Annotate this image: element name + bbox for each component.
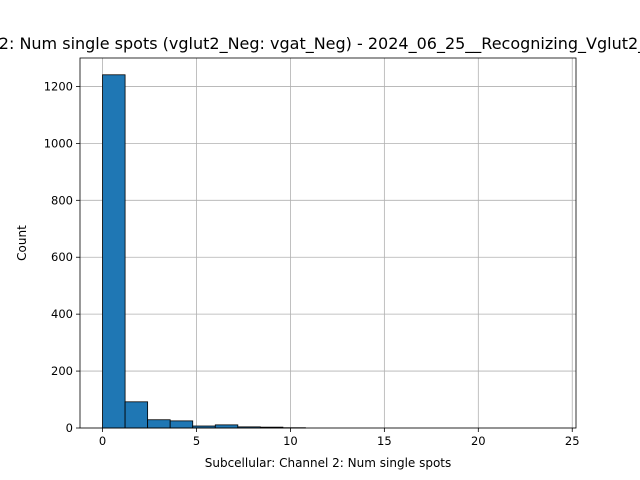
histogram-bar — [124, 401, 149, 429]
chart-title: Channel 2: Num single spots (vglut2_Neg:… — [0, 34, 640, 54]
plot-frame — [79, 57, 577, 429]
y-tick-label: 0 — [66, 421, 73, 435]
histogram-bars — [102, 74, 306, 429]
y-tick-label: 800 — [51, 193, 73, 207]
y-axis-ticks: 0 200 400 600 800 1000 1200 — [44, 79, 80, 435]
x-tick-label: 0 — [99, 434, 106, 448]
x-tick-label: 10 — [283, 434, 298, 448]
y-tick-label: 1000 — [44, 136, 73, 150]
y-tick-label: 1200 — [44, 79, 73, 93]
y-tick-label: 200 — [51, 364, 73, 378]
histogram-bar — [102, 74, 126, 429]
histogram-bar — [214, 424, 239, 429]
x-tick-label: 25 — [565, 434, 580, 448]
histogram-bar — [147, 419, 171, 429]
x-axis-label: Subcellular: Channel 2: Num single spots — [205, 456, 452, 470]
x-tick-label: 15 — [377, 434, 392, 448]
histogram-bar — [169, 420, 194, 429]
y-tick-label: 600 — [51, 250, 73, 264]
grid-lines — [80, 58, 576, 429]
x-tick-label: 20 — [471, 434, 486, 448]
y-tick-label: 400 — [51, 307, 73, 321]
x-axis-ticks: 0 5 10 15 20 25 — [99, 428, 580, 448]
x-tick-label: 5 — [193, 434, 200, 448]
y-axis-label: Count — [15, 225, 29, 261]
